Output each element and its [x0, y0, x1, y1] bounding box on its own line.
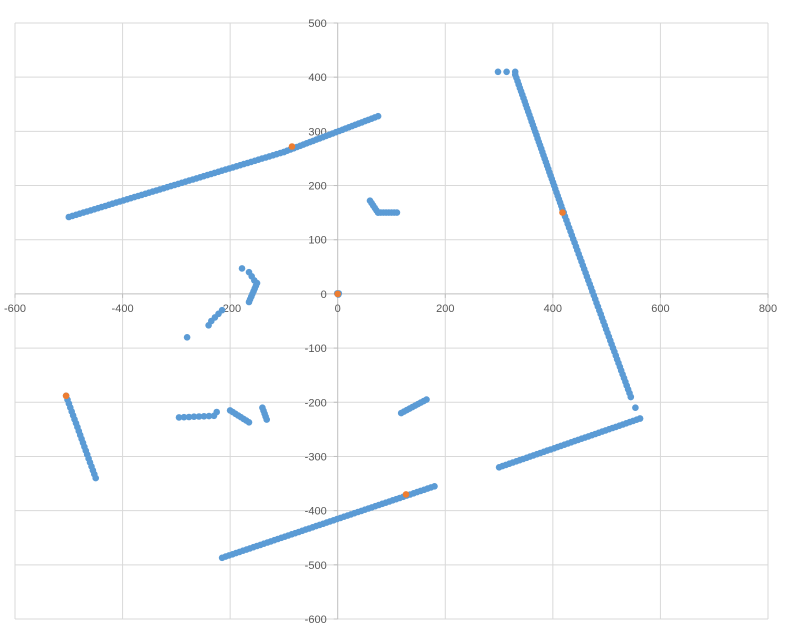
highlight-point — [62, 392, 70, 400]
scan-point — [200, 413, 208, 420]
x-tick-label: 400 — [544, 303, 562, 315]
y-tick-label: -400 — [305, 506, 327, 518]
tick-labels: -600 -400 -200 0 200 400 600 800 -600 -500 -400 -30… — [4, 18, 777, 626]
data-points — [62, 68, 644, 562]
y-tick-label: 400 — [308, 72, 326, 84]
axes — [14, 22, 769, 620]
scan-point — [183, 334, 191, 341]
highlight-point — [402, 491, 410, 498]
scan-point — [632, 404, 639, 412]
scan-point — [175, 414, 183, 421]
scan-point — [205, 322, 212, 329]
scan-point — [503, 68, 510, 76]
scan-point — [393, 209, 401, 216]
scan-point — [423, 396, 430, 403]
y-tick-label: 0 — [321, 289, 327, 301]
y-tick-label: 500 — [308, 18, 326, 30]
scan-point — [195, 413, 203, 420]
highlight-point — [334, 290, 342, 298]
scan-point — [218, 554, 226, 562]
grid — [14, 22, 769, 620]
scan-point — [494, 68, 502, 76]
x-tick-label: 200 — [436, 303, 454, 315]
scan-point — [374, 112, 382, 120]
scan-point — [213, 408, 220, 416]
x-tick-label: -400 — [112, 303, 134, 315]
y-tick-label: -200 — [305, 397, 327, 409]
scan-point — [245, 419, 253, 426]
y-tick-label: 100 — [308, 235, 326, 247]
highlight-point — [559, 209, 566, 216]
y-tick-label: -100 — [305, 343, 327, 355]
x-tick-label: 800 — [759, 303, 777, 315]
x-tick-label: 600 — [651, 303, 669, 315]
scan-point — [190, 413, 198, 421]
x-tick-label: 0 — [335, 303, 341, 315]
scan-point — [263, 416, 271, 423]
scan-point — [180, 413, 188, 421]
y-tick-label: -600 — [305, 614, 327, 626]
scan-point — [205, 412, 213, 420]
highlight-point — [288, 143, 296, 150]
y-tick-label: -300 — [305, 451, 327, 463]
scan-point — [218, 306, 226, 314]
scan-point — [495, 464, 503, 471]
y-tick-label: 200 — [308, 181, 326, 193]
scan-point — [238, 265, 246, 272]
scan-point — [92, 474, 99, 482]
scan-point — [245, 298, 253, 306]
x-tick-label: -600 — [4, 303, 26, 315]
scan-point — [185, 413, 193, 421]
scan-point — [627, 393, 635, 401]
y-tick-label: -500 — [305, 560, 327, 572]
